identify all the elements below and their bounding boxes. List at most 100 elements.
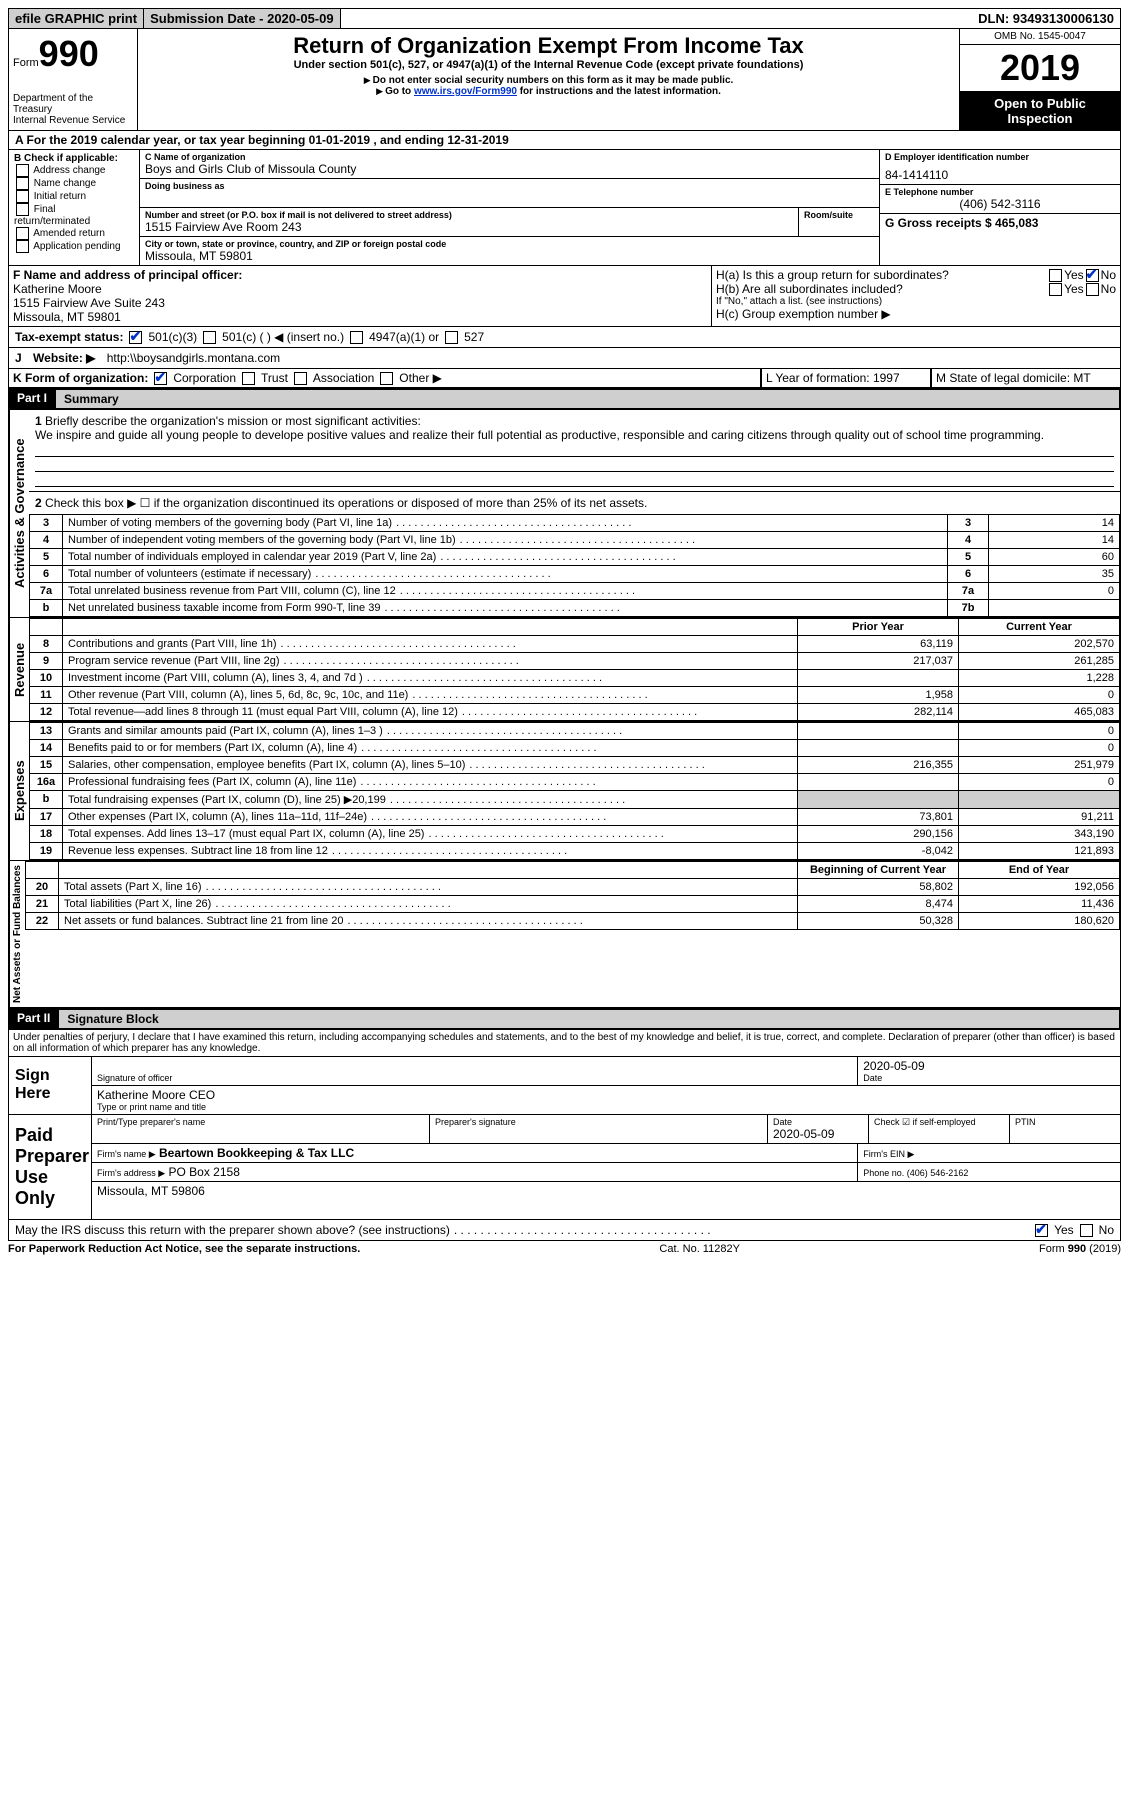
- firm-name-label: Firm's name ▶: [97, 1149, 156, 1159]
- checkbox-amended-return[interactable]: [16, 227, 29, 240]
- box-c: C Name of organization Boys and Girls Cl…: [140, 150, 879, 265]
- net-vlabel: Net Assets or Fund Balances: [9, 861, 25, 1007]
- year-formation: L Year of formation: 1997: [761, 369, 931, 388]
- form-title: Return of Organization Exempt From Incom…: [146, 33, 951, 59]
- q2: Check this box ▶ ☐ if the organization d…: [45, 496, 647, 510]
- box-b-label: B Check if applicable:: [14, 153, 134, 164]
- dba-label: Doing business as: [145, 181, 874, 191]
- discuss-line: May the IRS discuss this return with the…: [8, 1220, 1121, 1241]
- no-label-2: No: [1101, 282, 1116, 296]
- discuss-yes: Yes: [1054, 1223, 1074, 1237]
- form-subtitle: Under section 501(c), 527, or 4947(a)(1)…: [146, 59, 951, 71]
- org-name: Boys and Girls Club of Missoula County: [145, 162, 874, 176]
- h-b-note: If "No," attach a list. (see instruction…: [716, 296, 1116, 307]
- perjury-declaration: Under penalties of perjury, I declare th…: [8, 1030, 1121, 1057]
- top-bar: efile GRAPHIC print Submission Date - 20…: [8, 8, 1121, 29]
- opt-other: Other ▶: [399, 371, 442, 385]
- tax-status-label: Tax-exempt status:: [15, 330, 123, 344]
- discuss-no-checkbox[interactable]: [1080, 1224, 1093, 1237]
- note-goto-pre: Go to: [385, 86, 414, 97]
- paid-preparer-block: Paid Preparer Use Only Print/Type prepar…: [8, 1115, 1121, 1220]
- phone-label: E Telephone number: [885, 187, 1115, 197]
- line-j: J Website: ▶ http:\\boysandgirls.montana…: [8, 348, 1121, 369]
- form-word: Form: [13, 57, 39, 69]
- checkbox-final-return/terminated[interactable]: [16, 203, 29, 216]
- sign-here-block: Sign Here Signature of officer 2020-05-0…: [8, 1057, 1121, 1115]
- checkbox-application-pending[interactable]: [16, 240, 29, 253]
- assoc-checkbox[interactable]: [294, 372, 307, 385]
- dln: DLN: 93493130006130: [972, 9, 1120, 28]
- footer-right: Form 990 (2019): [1039, 1243, 1121, 1255]
- 501c3-checkbox[interactable]: [129, 331, 142, 344]
- officer-label: F Name and address of principal officer:: [13, 268, 707, 282]
- firm-ein-label: Firm's EIN ▶: [863, 1149, 914, 1159]
- ha-yes-checkbox[interactable]: [1049, 269, 1062, 282]
- line-a: A For the 2019 calendar year, or tax yea…: [8, 131, 1121, 150]
- checkbox-address-change[interactable]: [16, 164, 29, 177]
- opt-corp: Corporation: [173, 371, 236, 385]
- tax-year: 2019: [960, 45, 1120, 92]
- efile-button[interactable]: efile GRAPHIC print: [9, 9, 144, 28]
- net-table: Beginning of Current YearEnd of Year 20T…: [25, 861, 1120, 930]
- prep-date-label: Date: [773, 1117, 863, 1127]
- checkbox-name-change[interactable]: [16, 177, 29, 190]
- phone: (406) 542-3116: [885, 197, 1115, 211]
- submission-date: Submission Date - 2020-05-09: [144, 9, 341, 28]
- 4947-checkbox[interactable]: [350, 331, 363, 344]
- website-label: Website: ▶: [33, 351, 95, 365]
- firm-phone: Phone no. (406) 546-2162: [863, 1168, 968, 1178]
- h-a: H(a) Is this a group return for subordin…: [716, 268, 1047, 282]
- city-label: City or town, state or province, country…: [145, 239, 874, 249]
- paid-preparer-label: Paid Preparer Use Only: [9, 1115, 92, 1219]
- discuss-yes-checkbox[interactable]: [1035, 1224, 1048, 1237]
- trust-checkbox[interactable]: [242, 372, 255, 385]
- opt-501c: 501(c) ( ) ◀ (insert no.): [222, 330, 344, 344]
- sig-date-label: Date: [863, 1073, 1115, 1083]
- opt-527: 527: [464, 330, 484, 344]
- part1-body: Activities & Governance 1 Briefly descri…: [8, 410, 1121, 618]
- open-inspection: Open to Public Inspection: [960, 92, 1120, 130]
- q1-label: Briefly describe the organization's miss…: [45, 414, 421, 428]
- state-domicile: M State of legal domicile: MT: [931, 369, 1121, 388]
- f-h-block: F Name and address of principal officer:…: [8, 266, 1121, 327]
- checkbox-initial-return[interactable]: [16, 190, 29, 203]
- firm-addr-label: Firm's address ▶: [97, 1168, 165, 1178]
- street-address: 1515 Fairview Ave Room 243: [145, 220, 793, 234]
- hb-yes-checkbox[interactable]: [1049, 283, 1062, 296]
- city-state-zip: Missoula, MT 59801: [145, 249, 874, 263]
- footer-left: For Paperwork Reduction Act Notice, see …: [8, 1243, 360, 1255]
- irs-link[interactable]: www.irs.gov/Form990: [414, 86, 517, 97]
- ptin-label: PTIN: [1015, 1117, 1115, 1127]
- col-end: End of Year: [959, 862, 1120, 879]
- corp-checkbox[interactable]: [154, 372, 167, 385]
- line-i: Tax-exempt status: 501(c)(3) 501(c) ( ) …: [8, 327, 1121, 348]
- dept-treasury: Department of the Treasury Internal Reve…: [13, 93, 133, 126]
- hb-no-checkbox[interactable]: [1086, 283, 1099, 296]
- expenses-vlabel: Expenses: [9, 722, 29, 860]
- sig-date: 2020-05-09: [863, 1059, 1115, 1073]
- 527-checkbox[interactable]: [445, 331, 458, 344]
- 501c-checkbox[interactable]: [203, 331, 216, 344]
- prep-date: 2020-05-09: [773, 1127, 863, 1141]
- website-url: http:\\boysandgirls.montana.com: [107, 351, 280, 365]
- col-begin: Beginning of Current Year: [798, 862, 959, 879]
- opt-501c3: 501(c)(3): [148, 330, 197, 344]
- box-b: B Check if applicable: Address change Na…: [9, 150, 140, 265]
- no-label: No: [1101, 268, 1116, 282]
- prep-sig-label: Preparer's signature: [435, 1117, 762, 1127]
- discuss-no: No: [1099, 1223, 1114, 1237]
- other-checkbox[interactable]: [380, 372, 393, 385]
- sig-officer-label: Signature of officer: [97, 1073, 852, 1083]
- firm-addr2: Missoula, MT 59806: [92, 1182, 1120, 1200]
- box-d-e-g: D Employer identification number 84-1414…: [879, 150, 1120, 265]
- part2-header: Part II: [9, 1009, 58, 1029]
- officer-name: Katherine Moore: [13, 282, 707, 296]
- form-number: 990: [39, 33, 99, 74]
- footer-mid: Cat. No. 11282Y: [659, 1243, 740, 1255]
- omb-number: OMB No. 1545-0047: [960, 29, 1120, 45]
- h-b: H(b) Are all subordinates included?: [716, 282, 1047, 296]
- col-prior: Prior Year: [798, 619, 959, 636]
- revenue-table: Prior YearCurrent Year 8Contributions an…: [29, 618, 1120, 721]
- opt-4947: 4947(a)(1) or: [369, 330, 439, 344]
- ha-no-checkbox[interactable]: [1086, 269, 1099, 282]
